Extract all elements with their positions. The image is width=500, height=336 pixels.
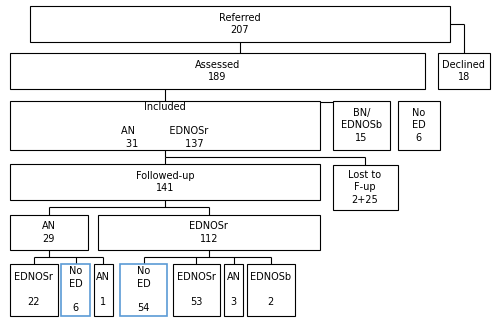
FancyBboxPatch shape: [10, 164, 320, 200]
FancyBboxPatch shape: [94, 264, 112, 316]
Text: AN

3: AN 3: [226, 272, 240, 307]
Text: AN
29: AN 29: [42, 221, 56, 244]
Text: Assessed
189: Assessed 189: [195, 60, 240, 82]
FancyBboxPatch shape: [98, 215, 320, 250]
FancyBboxPatch shape: [30, 6, 450, 42]
FancyBboxPatch shape: [10, 101, 320, 150]
Text: Followed-up
141: Followed-up 141: [136, 171, 194, 193]
FancyBboxPatch shape: [120, 264, 168, 316]
FancyBboxPatch shape: [10, 264, 58, 316]
Text: Lost to
F-up
2+25: Lost to F-up 2+25: [348, 170, 382, 205]
Text: Declined
18: Declined 18: [442, 60, 485, 82]
Text: EDNOSr
112: EDNOSr 112: [190, 221, 228, 244]
FancyBboxPatch shape: [438, 53, 490, 89]
FancyBboxPatch shape: [10, 53, 425, 89]
FancyBboxPatch shape: [61, 264, 90, 316]
FancyBboxPatch shape: [247, 264, 294, 316]
FancyBboxPatch shape: [224, 264, 243, 316]
Text: No
ED
6: No ED 6: [412, 108, 426, 142]
FancyBboxPatch shape: [172, 264, 220, 316]
Text: No
ED

6: No ED 6: [68, 266, 82, 313]
Text: AN

1: AN 1: [96, 272, 110, 307]
Text: Included

AN           EDNOSr
31               137: Included AN EDNOSr 31 137: [122, 101, 208, 149]
Text: No
ED

54: No ED 54: [137, 266, 150, 313]
Text: EDNOSb

2: EDNOSb 2: [250, 272, 292, 307]
FancyBboxPatch shape: [332, 165, 398, 210]
FancyBboxPatch shape: [398, 101, 440, 150]
Text: Referred
207: Referred 207: [219, 13, 261, 35]
Text: BN/
EDNOSb
15: BN/ EDNOSb 15: [340, 108, 382, 142]
Text: EDNOSr

22: EDNOSr 22: [14, 272, 53, 307]
Text: EDNOSr

53: EDNOSr 53: [177, 272, 216, 307]
FancyBboxPatch shape: [10, 215, 88, 250]
FancyBboxPatch shape: [332, 101, 390, 150]
